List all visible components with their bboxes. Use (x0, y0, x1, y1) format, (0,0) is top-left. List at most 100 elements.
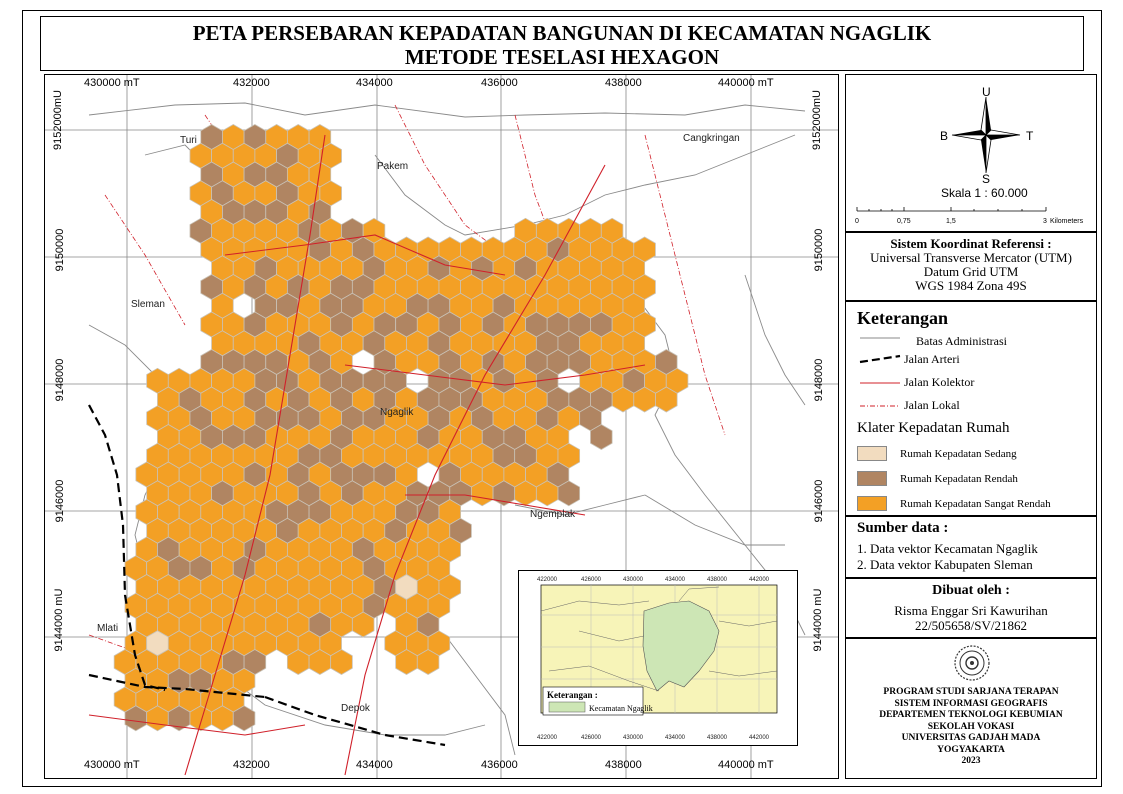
klater-heading: Klater Kepadatan Rumah (857, 420, 1010, 436)
srs-panel: Sistem Koordinat Referensi : Universal T… (845, 232, 1097, 301)
place-pakem: Pakem (377, 161, 408, 172)
inset-xtick-b5: 442000 (749, 735, 770, 741)
inset-xtick-b3: 434000 (665, 735, 686, 741)
inset-canvas: 422000 426000 430000 434000 438000 44200… (537, 577, 778, 741)
inset-xtick-4: 438000 (707, 577, 728, 583)
north-b-label: B (940, 129, 948, 143)
xtick-top-4: 438000 (605, 77, 642, 89)
ytick-right-3: 9146000 (813, 479, 825, 523)
klater-rendah-label: Rumah Kepadatan Rendah (900, 473, 1018, 485)
legend-arterial-label: Jalan Arteri (904, 352, 960, 366)
legend-collector-label: Jalan Kolektor (904, 375, 975, 389)
xtick-top-0: 430000 mT (84, 77, 140, 89)
title-line-2: METODE TESELASI HEXAGON (404, 45, 720, 69)
inset-legend-item: Kecamatan Ngaglik (589, 704, 653, 713)
map-frame (22, 10, 1102, 787)
xtick-bottom-0: 430000 mT (84, 759, 140, 771)
hexagon-cell (590, 424, 613, 450)
ytick-right-0: 9152000mU (811, 90, 823, 150)
scale-tick-2: 1,5 (946, 218, 956, 225)
institution-year: 2023 (961, 756, 981, 766)
north-s-label: S (982, 172, 990, 186)
place-turi: Turi (180, 135, 197, 146)
author-panel: Dibuat oleh : Risma Enggar Sri Kawurihan… (845, 578, 1097, 638)
srs-line-3: WGS 1984 Zona 49S (915, 278, 1027, 293)
ugm-logo-icon (954, 645, 990, 681)
scale-tick-0: 0 (855, 218, 859, 225)
hexagon-grid (113, 124, 689, 732)
place-cangkringan: Cangkringan (683, 133, 740, 144)
inset-map: 422000 426000 430000 434000 438000 44200… (518, 570, 798, 746)
xtick-top-3: 436000 (481, 77, 518, 89)
hexagon-cell (416, 649, 440, 675)
north-t-label: T (1026, 129, 1034, 143)
map-title: PETA PERSEBARAN KEPADATAN BANGUNAN DI KE… (40, 16, 1084, 71)
arterial-roads (88, 404, 446, 747)
ytick-right-1: 9150000 (813, 228, 825, 272)
scale-unit: Kilometers (1050, 218, 1084, 225)
ytick-left-1: 9150000 (54, 228, 66, 272)
xtick-bottom-2: 434000 (356, 759, 393, 771)
inset-xtick-b0: 422000 (537, 735, 558, 741)
place-ngaglik: Ngaglik (380, 407, 414, 418)
xtick-top-2: 434000 (356, 77, 393, 89)
ytick-left-0: 9152000mU (52, 90, 64, 150)
author-name: Risma Enggar Sri Kawurihan (894, 603, 1048, 618)
inset-xtick-3: 434000 (665, 577, 686, 583)
inset-xtick-b1: 426000 (581, 735, 602, 741)
source-line-1: 1. Data vektor Kecamatan Ngaglik (857, 541, 1038, 556)
klater-rendah-swatch (857, 471, 887, 486)
map-canvas: Turi Pakem Cangkringan Sleman Ngaglik Ng… (45, 75, 838, 778)
institution-line-6: YOGYAKARTA (937, 744, 1005, 755)
inset-xtick-b2: 430000 (623, 735, 644, 741)
scale-tick-3: 3 (1043, 218, 1047, 225)
source-line-2: 2. Data vektor Kabupaten Sleman (857, 557, 1033, 572)
klater-sedang-label: Rumah Kepadatan Sedang (900, 448, 1017, 460)
place-depok: Depok (341, 703, 371, 714)
legend-admin-label: Batas Administrasi (916, 334, 1007, 348)
klater-sangat-rendah-label: Rumah Kepadatan Sangat Rendah (900, 498, 1051, 510)
inset-xtick-5: 442000 (749, 577, 770, 583)
hexagon-cell (351, 611, 375, 638)
legend-symbols (859, 337, 901, 407)
sources-panel: Sumber data : 1. Data vektor Kecamatan N… (845, 516, 1097, 578)
xtick-top-1: 432000 (233, 77, 270, 89)
inset-xtick-b4: 438000 (707, 735, 728, 741)
north-arrow-icon: U S B T Skala 1 : 60.000 0 0,75 1,5 3 Ki… (855, 85, 1084, 225)
inset-xtick-1: 426000 (581, 577, 602, 583)
ytick-left-3: 9146000 (54, 479, 66, 523)
title-line-1: PETA PERSEBARAN KEPADATAN BANGUNAN DI KE… (192, 21, 932, 45)
north-u-label: U (982, 85, 991, 99)
author-heading: Dibuat oleh : (932, 583, 1010, 598)
institution-panel: PROGRAM STUDI SARJANA TERAPAN SISTEM INF… (845, 638, 1097, 779)
xtick-bottom-1: 432000 (233, 759, 270, 771)
author-id: 22/505658/SV/21862 (915, 618, 1027, 633)
institution-line-5: UNIVERSITAS GADJAH MADA (901, 733, 1041, 743)
ytick-right-4: 9144000 mU (812, 588, 824, 652)
institution-line-3: DEPARTEMEN TEKNOLOGI KEBUMIAN (879, 710, 1063, 720)
legend-panel: Keterangan Batas Administrasi Jalan Arte… (845, 301, 1097, 516)
ytick-right-2: 9148000 (813, 358, 825, 402)
place-mlati: Mlati (97, 623, 118, 634)
xtick-bottom-4: 438000 (605, 759, 642, 771)
hexagon-cell (557, 480, 581, 507)
sources-heading: Sumber data : (857, 520, 949, 536)
hexagon-cell (232, 705, 256, 732)
klater-sangat-rendah-swatch (857, 496, 887, 511)
main-map: Turi Pakem Cangkringan Sleman Ngaglik Ng… (44, 74, 839, 779)
hexagon-cell (330, 649, 353, 675)
srs-heading: Sistem Koordinat Referensi : (890, 236, 1052, 251)
ytick-left-4: 9144000 mU (53, 588, 65, 652)
inset-xtick-0: 422000 (537, 577, 558, 583)
ytick-left-2: 9148000 (54, 358, 66, 402)
scale-label: Skala 1 : 60.000 (941, 186, 1028, 200)
institution-line-1: PROGRAM STUDI SARJANA TERAPAN (883, 687, 1059, 697)
scale-tick-1: 0,75 (897, 218, 911, 225)
scale-bar (856, 207, 1047, 212)
legend-local-label: Jalan Lokal (904, 398, 960, 412)
inset-legend-heading: Keterangan : (547, 690, 598, 700)
hexagon-cell (655, 386, 678, 413)
srs-line-1: Universal Transverse Mercator (UTM) (870, 250, 1072, 265)
institution-line-2: SISTEM INFORMASI GEOGRAFIS (894, 698, 1048, 709)
inset-xtick-2: 430000 (623, 577, 644, 583)
